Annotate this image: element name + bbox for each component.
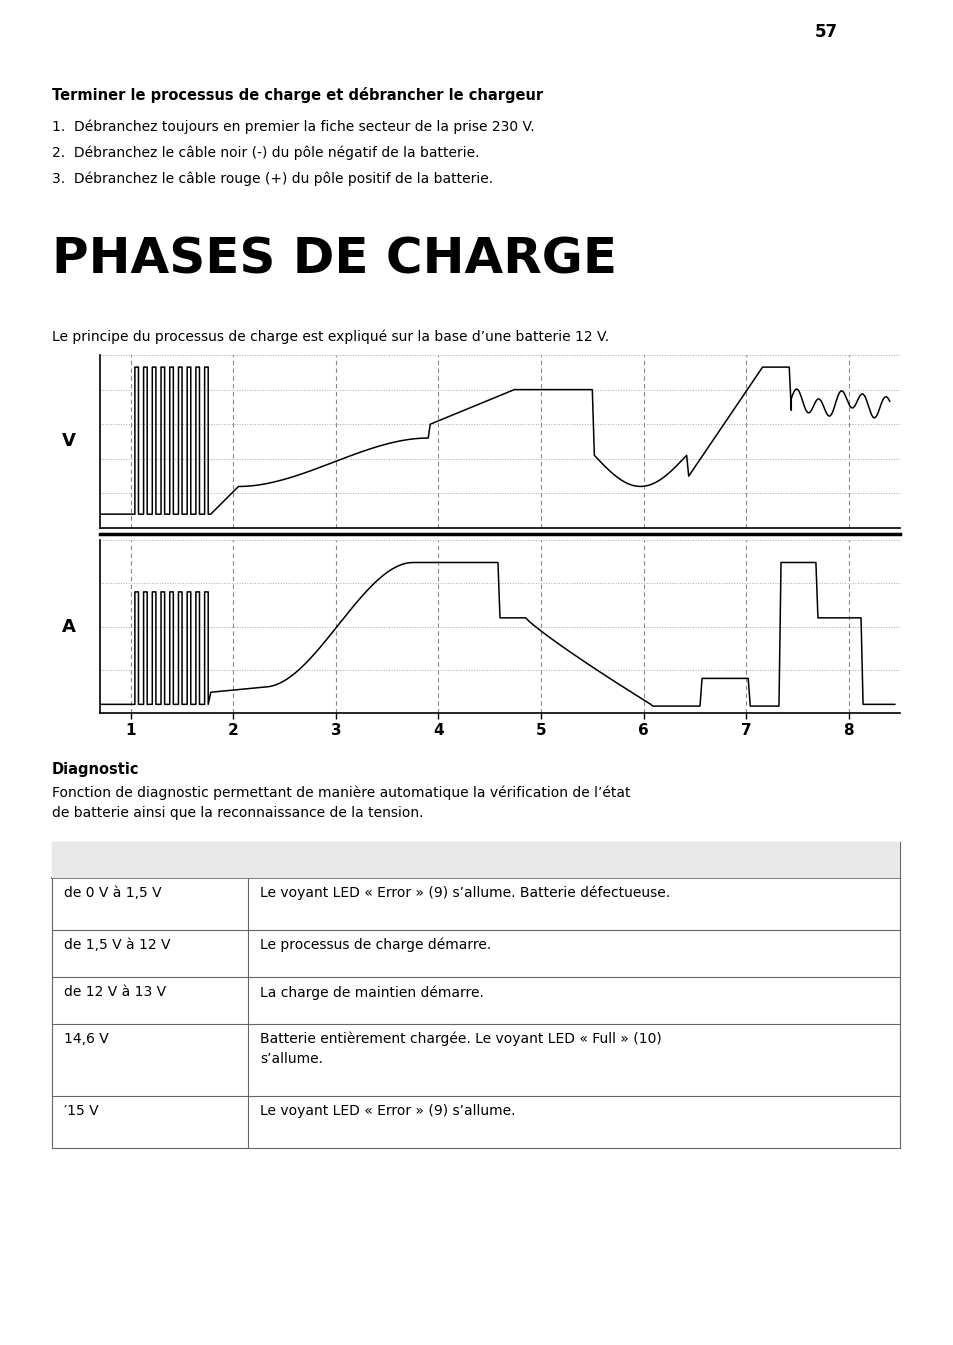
Text: 3.  Débranchez le câble rouge (+) du pôle positif de la batterie.: 3. Débranchez le câble rouge (+) du pôle… [52, 172, 493, 187]
Text: V: V [62, 433, 76, 451]
Text: Fonction: Fonction [260, 849, 318, 863]
Text: Le voyant LED « Error » (9) s’allume.: Le voyant LED « Error » (9) s’allume. [260, 1104, 515, 1118]
Text: PHASES DE CHARGE: PHASES DE CHARGE [52, 235, 617, 282]
Text: Fonction de diagnostic permettant de manière automatique la vérification de l’ét: Fonction de diagnostic permettant de man… [52, 785, 630, 820]
Text: Terminer le processus de charge et débrancher le chargeur: Terminer le processus de charge et débra… [52, 87, 542, 104]
Text: de 12 V à 13 V: de 12 V à 13 V [64, 985, 166, 999]
Text: Diagnostic: Diagnostic [52, 763, 139, 777]
Text: A: A [62, 617, 76, 635]
Text: La charge de maintien démarre.: La charge de maintien démarre. [260, 985, 483, 999]
Text: FR: FR [719, 26, 735, 39]
Text: Batterie entièrement chargée. Le voyant LED « Full » (10)
s’allume.: Batterie entièrement chargée. Le voyant … [260, 1032, 661, 1067]
Text: de 1,5 V à 12 V: de 1,5 V à 12 V [64, 937, 171, 952]
Text: 14,6 V: 14,6 V [64, 1032, 109, 1046]
Text: 1.  Débranchez toujours en premier la fiche secteur de la prise 230 V.: 1. Débranchez toujours en premier la fic… [52, 120, 534, 134]
Text: Le voyant LED « Error » (9) s’allume. Batterie défectueuse.: Le voyant LED « Error » (9) s’allume. Ba… [260, 886, 669, 901]
Text: ′15 V: ′15 V [64, 1104, 98, 1118]
Text: de 0 V à 1,5 V: de 0 V à 1,5 V [64, 886, 161, 900]
Text: Tension: Tension [64, 849, 115, 863]
Text: Le processus de charge démarre.: Le processus de charge démarre. [260, 937, 491, 952]
Text: 57: 57 [814, 23, 837, 40]
Text: Le principe du processus de charge est expliqué sur la base d’une batterie 12 V.: Le principe du processus de charge est e… [52, 330, 608, 344]
Text: 2.  Débranchez le câble noir (-) du pôle négatif de la batterie.: 2. Débranchez le câble noir (-) du pôle … [52, 147, 479, 160]
